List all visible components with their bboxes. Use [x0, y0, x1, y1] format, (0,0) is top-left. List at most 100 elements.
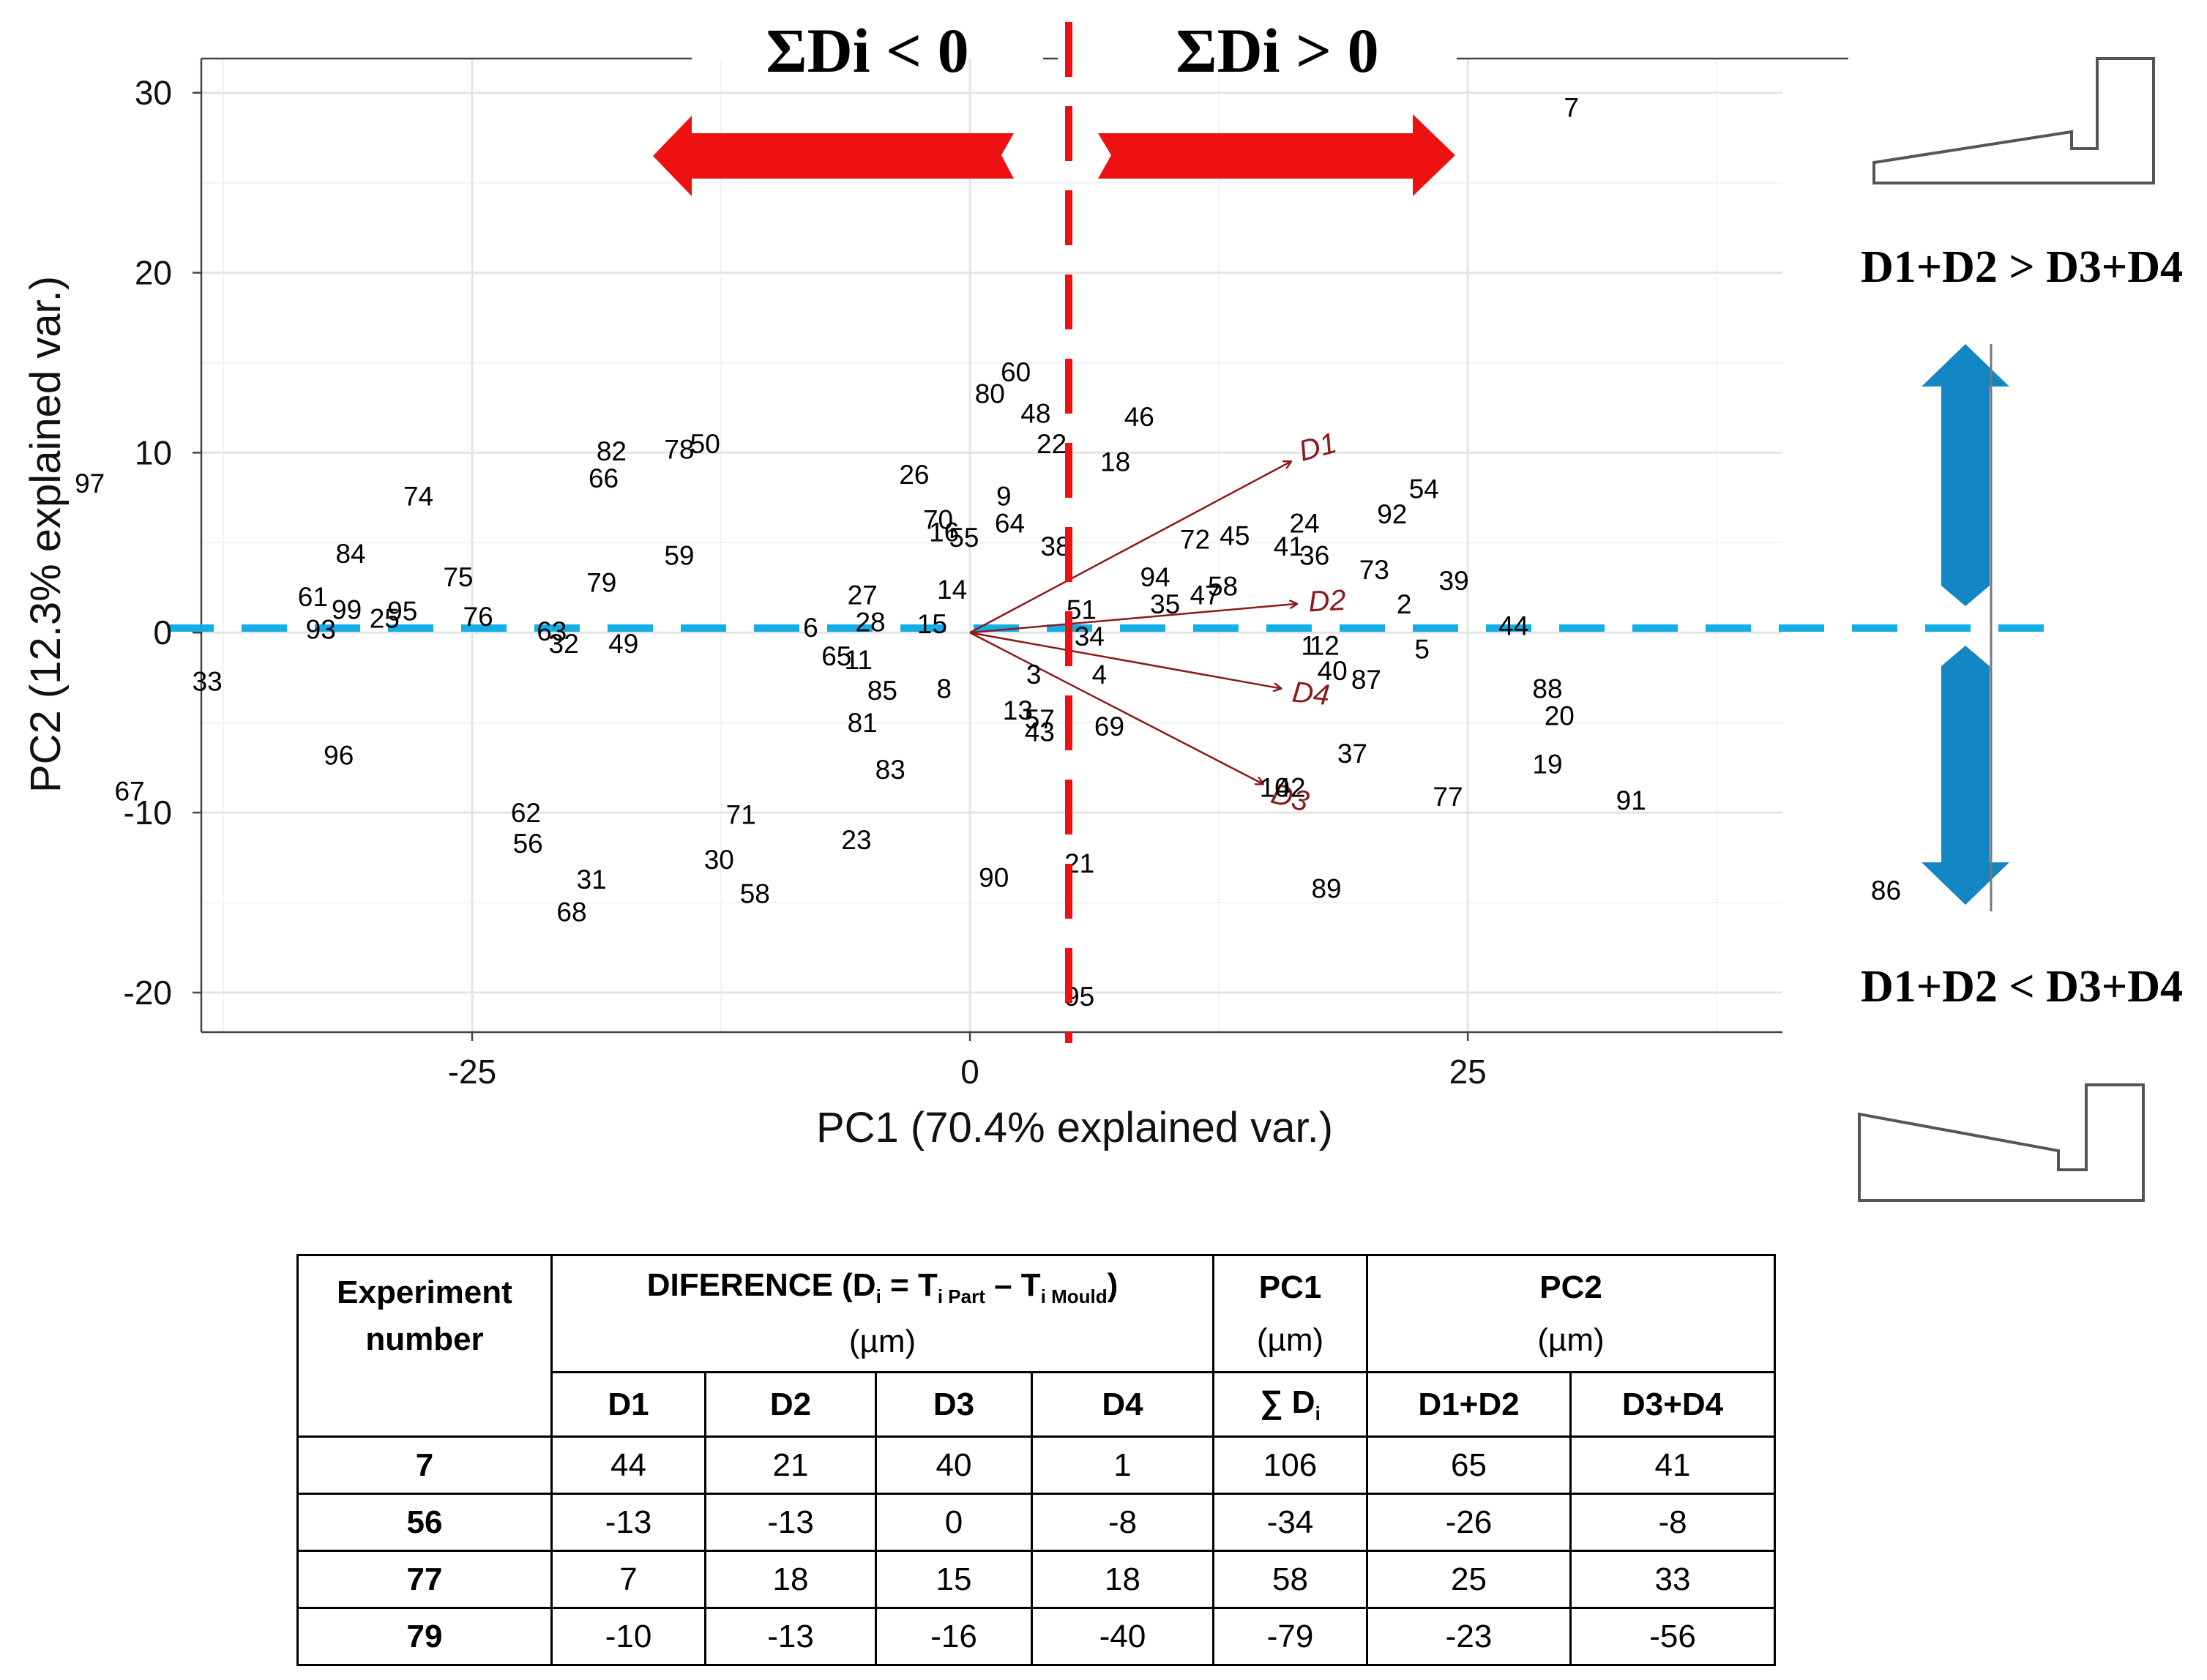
point-label: 82 [597, 436, 627, 466]
point-label: 57 [1025, 704, 1055, 734]
point-label: 95 [387, 597, 417, 627]
point-label: 63 [537, 616, 567, 646]
point-label: 94 [1140, 562, 1170, 592]
point-label: 56 [513, 829, 543, 859]
point-label: 26 [899, 460, 929, 490]
grid-lines [201, 59, 1782, 1032]
point-label: 79 [586, 567, 616, 597]
part-profile-upper-icon [1872, 57, 2155, 184]
sum-di-header: ∑ Di [1212, 1371, 1369, 1438]
table-header-row-2: D1 D2 D3 D4 ∑ Di D1+D2 D3+D4 [298, 1371, 1777, 1438]
point-label: 43 [1025, 717, 1055, 747]
d4-header: D4 [1030, 1371, 1215, 1438]
upper-condition-label: D1+D2 > D3+D4 [1861, 242, 2183, 292]
point-label: 36 [1299, 541, 1329, 571]
sum-positive-label: ΣDi > 0 [1176, 15, 1378, 86]
point-label: 3 [1026, 660, 1042, 690]
point-label: 87 [1351, 665, 1381, 695]
point-label: 12 [1310, 630, 1340, 660]
point-label: 46 [1124, 402, 1154, 432]
point-label: 20 [1545, 701, 1575, 731]
point-label: 6 [803, 613, 818, 643]
point-label: 45 [1220, 520, 1250, 550]
results-table: Experiment number DIFERENCE (Di = Ti Par… [296, 1254, 1777, 1666]
point-label: 66 [589, 463, 619, 493]
point-label: 41 [1274, 531, 1304, 561]
d1-header: D1 [550, 1371, 706, 1438]
point-label: 44 [1498, 611, 1528, 641]
loading-arrow-d1 [969, 462, 1291, 634]
point-label: 99 [332, 594, 362, 624]
table-row: 7 44 21 40 1 106 65 41 [296, 1436, 1777, 1495]
table-header-row-1: Experiment number DIFERENCE (Di = Ti Par… [296, 1254, 1777, 1438]
pc2-header: PC2 (µm) [1366, 1254, 1777, 1373]
y-tick-label: -10 [124, 794, 172, 832]
point-label: 92 [1377, 499, 1407, 529]
y-tick-label: 30 [135, 74, 172, 112]
point-label: 54 [1409, 474, 1439, 504]
point-label: 32 [549, 629, 579, 659]
loading-arrow-d4 [969, 632, 1280, 688]
loading-label-d4: D4 [1291, 676, 1331, 712]
point-label: 40 [1318, 656, 1348, 686]
point-label: 48 [1020, 398, 1050, 428]
pc1-header: PC1 (µm) [1212, 1254, 1369, 1373]
sum-negative-label: ΣDi < 0 [766, 15, 968, 86]
point-label: 81 [848, 708, 878, 738]
point-label: 64 [995, 508, 1025, 538]
left-red-arrow [653, 116, 1014, 196]
point-label: 27 [848, 580, 878, 611]
point-label: 77 [1433, 782, 1463, 812]
right-red-arrow [1098, 114, 1455, 196]
point-label: 8 [936, 673, 952, 703]
point-label: 73 [1359, 555, 1389, 585]
plot-frame [200, 57, 1848, 1034]
point-label: 55 [949, 523, 979, 553]
point-label: 35 [1150, 589, 1180, 619]
point-label: 7 [1564, 92, 1579, 122]
loading-label-d1: D1 [1296, 427, 1340, 468]
point-label: 76 [463, 602, 493, 632]
point-label: 5 [1414, 634, 1430, 664]
point-label: 70 [923, 504, 953, 534]
down-blue-arrow [1922, 646, 2009, 905]
point-label: 65 [821, 641, 851, 671]
point-label: 50 [690, 429, 720, 459]
part-profile-lower-icon [1858, 1083, 2145, 1202]
point-label: 58 [1208, 571, 1238, 601]
d1d2-header: D1+D2 [1366, 1371, 1572, 1438]
point-label: 37 [1337, 739, 1367, 769]
axes: -25 0 25 -20 -10 0 10 20 30 [124, 74, 1487, 1091]
point-label: 59 [664, 541, 694, 571]
d3d4-header: D3+D4 [1569, 1371, 1777, 1438]
table-row: 79 -10 -13 -16 -40 -79 -23 -56 [296, 1607, 1777, 1666]
d2-header: D2 [704, 1371, 877, 1438]
y-tick-label: 20 [135, 254, 172, 292]
table-row: 77 7 18 15 18 58 25 33 [296, 1550, 1777, 1609]
experiment-number-header: Experiment number [296, 1254, 553, 1438]
point-label: 10 [1260, 773, 1290, 803]
point-label: 71 [726, 800, 756, 830]
d3-header: D3 [875, 1371, 1033, 1438]
point-label: 2 [1397, 589, 1412, 619]
point-label: 33 [193, 667, 223, 697]
point-label: 78 [664, 434, 694, 464]
point-label: 47 [1190, 580, 1220, 611]
point-label: 14 [937, 575, 967, 605]
point-label: 9 [996, 481, 1012, 511]
point-label: 97 [75, 468, 105, 499]
point-label: 93 [306, 614, 336, 644]
point-label: 88 [1532, 673, 1562, 703]
point-label: 84 [335, 539, 365, 569]
x-axis-title: PC1 (70.4% explained var.) [816, 1104, 1333, 1151]
lower-condition-label: D1+D2 < D3+D4 [1861, 962, 2183, 1012]
point-label: 15 [917, 609, 947, 639]
y-tick-label: 0 [153, 613, 172, 652]
point-label: 34 [1075, 621, 1105, 652]
point-label: 60 [1001, 357, 1031, 387]
x-tick-label: 0 [960, 1053, 979, 1091]
difference-header: DIFERENCE (Di = Ti Part – Ti Mould) (µm) [550, 1254, 1215, 1373]
point-label: 90 [979, 863, 1009, 893]
